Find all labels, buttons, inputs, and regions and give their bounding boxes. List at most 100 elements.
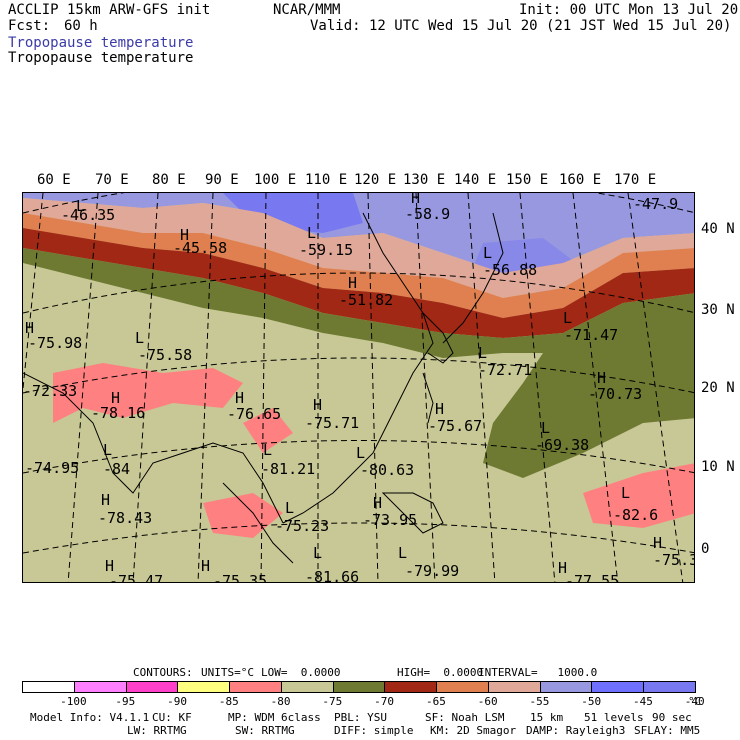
legend-tick-label: -75 [322, 695, 343, 708]
lon-label: 130 E [403, 172, 446, 188]
high-marker: H [597, 369, 606, 387]
legend-tick-label: -60 [477, 695, 498, 708]
low-marker: L [135, 329, 144, 347]
field-title-black: Tropopause temperature [8, 50, 194, 66]
extreme-value: -72.33 [23, 382, 77, 400]
fill-minus65-band [23, 228, 694, 338]
extreme-value: -75.23 [275, 517, 329, 535]
extreme-value: -80.63 [360, 461, 414, 479]
legend-tick-label: -40 [684, 695, 705, 708]
lat-label: 10 N [701, 459, 735, 475]
high-marker: H [313, 396, 322, 414]
low-marker: L [263, 441, 272, 459]
extreme-value: -46.35 [61, 206, 115, 224]
legend-tick-label: -65 [425, 695, 446, 708]
contours-units: UNITS=°C [201, 666, 254, 679]
legend-swatch [332, 681, 386, 693]
model-title: ACCLIP 15km ARW-GFS init [8, 2, 211, 18]
map-canvas: L -46.35 H -45.58 L -59.15 H -58.9 L -56… [23, 193, 694, 583]
high-marker: H [235, 389, 244, 407]
km-scheme: KM: 2D Smagor [430, 724, 517, 737]
extreme-value: -58.9 [405, 205, 450, 223]
high-marker: H [201, 557, 210, 575]
extreme-value: -81.66 [305, 568, 359, 583]
legend-swatch [591, 681, 645, 693]
graticule [23, 193, 694, 582]
lat-label: 20 N [701, 380, 735, 396]
lon-label: 120 E [354, 172, 397, 188]
high-marker: H [101, 491, 110, 509]
extreme-value: -74.95 [25, 459, 79, 477]
fill-minus45-band [223, 193, 363, 233]
contours-high: HIGH= 0.0000 [397, 666, 484, 679]
high-marker: H [111, 389, 120, 407]
extreme-value: -79.99 [405, 562, 459, 580]
fill-minus80-patch [243, 408, 293, 453]
legend-tick-label: -45 [633, 695, 653, 708]
legend-unit: °C [688, 695, 702, 708]
fill-minus70-band [23, 248, 694, 478]
extreme-value: -45.58 [173, 239, 227, 257]
legend-tick-label: -95 [115, 695, 136, 708]
extreme-value: -75.58 [138, 346, 192, 364]
high-marker: H [411, 193, 420, 207]
legend-swatch [125, 681, 179, 693]
extreme-value: -82.6 [613, 506, 658, 524]
low-marker: L [285, 499, 294, 517]
lon-label: 60 E [37, 172, 71, 188]
high-marker: H [348, 274, 357, 292]
lon-label: 150 E [506, 172, 549, 188]
extrema-labels: L -46.35 H -45.58 L -59.15 H -58.9 L -56… [23, 193, 694, 583]
legend-tick-label: -90 [167, 695, 187, 708]
extreme-value: -73.95 [363, 511, 417, 529]
damp-scheme: DAMP: Rayleigh3 [526, 724, 626, 737]
fill-minus55-band [23, 198, 694, 298]
model-info: Model Info: V4.1.1 [30, 711, 150, 724]
extreme-value: -75.67 [428, 417, 482, 435]
legend-tick-label: -55 [529, 695, 550, 708]
timestep: 90 sec [652, 711, 692, 724]
high-marker: H [25, 319, 34, 337]
legend-swatch [177, 681, 231, 693]
fcst-label: Fcst: [8, 18, 51, 34]
lon-label: 160 E [559, 172, 602, 188]
high-marker: H [105, 557, 114, 575]
extreme-value: -76.65 [227, 405, 281, 423]
lon-label: 140 E [454, 172, 497, 188]
lon-label: 100 E [254, 172, 297, 188]
org-label: NCAR/MMM [273, 2, 341, 18]
extreme-value: -78.16 [91, 404, 145, 422]
legend-swatch [384, 681, 438, 693]
extreme-value: -47.9 [633, 195, 678, 213]
extreme-value: -84 [103, 460, 130, 478]
fill-minus80-patch [53, 363, 243, 423]
extreme-value: -78.43 [98, 509, 152, 527]
lat-label: 40 N [701, 221, 735, 237]
lw-scheme: LW: RRTMG [127, 724, 187, 737]
pbl-scheme: PBL: YSU [334, 711, 387, 724]
extreme-value: -81.21 [261, 460, 315, 478]
contours-label: CONTOURS: [133, 666, 193, 679]
legend-tick-label: -100 [60, 695, 87, 708]
legend-tick-label: -85 [218, 695, 239, 708]
lat-label: 30 N [701, 302, 735, 318]
legend-tick-label: -70 [374, 695, 395, 708]
levels: 51 levels [584, 711, 644, 724]
legend-swatch [73, 681, 127, 693]
sf-scheme: SF: Noah LSM [425, 711, 505, 724]
extreme-value: -77.55 [565, 572, 619, 583]
high-marker: H [435, 400, 444, 418]
sflay-scheme: SFLAY: MM5 [634, 724, 701, 737]
extreme-value: -51.82 [339, 291, 393, 309]
coastlines [23, 212, 504, 564]
diff-scheme: DIFF: simple [334, 724, 414, 737]
field-title-blue: Tropopause temperature [8, 35, 194, 51]
fill-minus60-band [23, 213, 694, 318]
extreme-value: -72.71 [478, 361, 532, 379]
low-marker: L [313, 544, 322, 562]
extreme-value: -75.47 [109, 572, 163, 583]
legend-tick-label: -80 [270, 695, 291, 708]
low-marker: L [398, 544, 407, 562]
low-marker: L [483, 244, 492, 262]
lon-label: 70 E [95, 172, 129, 188]
